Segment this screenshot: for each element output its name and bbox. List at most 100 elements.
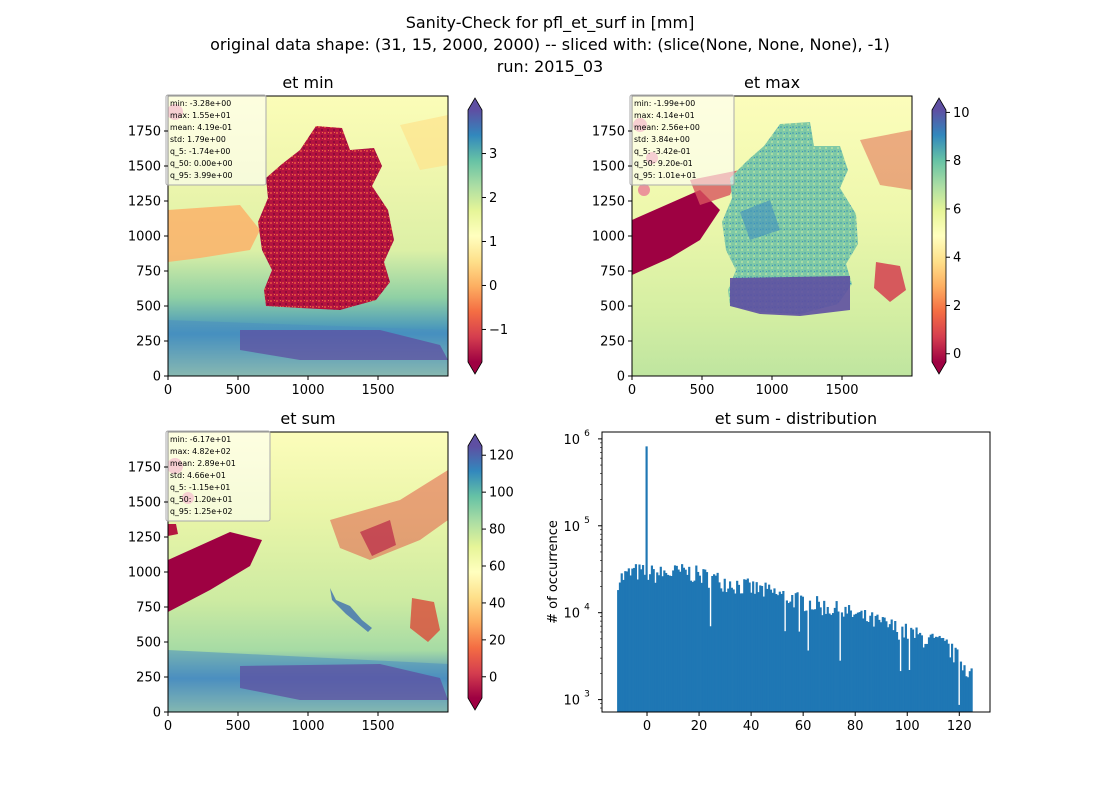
colorbar-gradient: [468, 110, 482, 362]
y-tick-label: 1250: [128, 195, 161, 210]
histogram-bar: [766, 588, 769, 712]
y-tick-label: 1000: [128, 230, 161, 245]
histogram-bar: [824, 613, 828, 712]
y-tick-label: 1250: [128, 531, 161, 546]
histogram-bar: [895, 632, 899, 712]
stat-line: max: 4.82e+02: [170, 447, 231, 456]
histogram-bar: [961, 670, 964, 712]
histogram-bar: [728, 581, 732, 712]
y-tick-label: 1750: [592, 125, 625, 140]
colorbar-gradient: [932, 110, 946, 362]
histogram-bar: [851, 616, 854, 712]
histogram-bar: [633, 567, 636, 712]
y-tick-exponent: 5: [584, 516, 590, 526]
histogram-bar: [741, 593, 744, 712]
histogram-bar: [959, 661, 963, 712]
et-sum-axes-ticks: 0 500 1000 1500 0 250 500 750 1000 1250 1500 1750: [128, 461, 395, 735]
histogram-bar: [736, 580, 739, 712]
x-tick-label: 20: [691, 719, 708, 734]
histogram-bar: [720, 588, 723, 712]
colorbar-tick-label: 80: [489, 523, 506, 538]
histogram-bar: [695, 565, 698, 712]
histogram-bar: [776, 595, 780, 712]
y-tick-label: 1500: [592, 160, 625, 175]
histogram-bar: [952, 662, 955, 712]
histogram-bar: [927, 637, 931, 712]
histogram-bar: [693, 580, 696, 712]
colorbar-tick-label: 20: [489, 633, 506, 648]
histogram-bar: [643, 574, 646, 712]
y-tick-label: 750: [136, 601, 161, 616]
histogram-bar: [645, 446, 648, 712]
x-tick-label: 1000: [755, 383, 788, 398]
histogram-bar: [688, 566, 691, 712]
histogram-bar: [897, 639, 900, 712]
histogram-bar: [768, 584, 771, 712]
histogram-bar: [926, 643, 929, 712]
histogram-bar: [625, 571, 629, 712]
stat-line: q_95: 1.25e+02: [170, 507, 233, 516]
histogram-bar: [876, 614, 879, 712]
colorbar-tick-label: 100: [489, 486, 514, 501]
et-max-stats-box: min: -1.99e+00 max: 4.14e+01 mean: 2.56e…: [629, 94, 735, 186]
stat-line: min: -3.28e+00: [170, 99, 231, 108]
histogram-bar: [732, 589, 735, 712]
histogram-bar: [656, 572, 659, 712]
stat-line: mean: 2.89e+01: [170, 459, 236, 468]
histogram-bar: [730, 587, 733, 712]
et-min-colorbar: −1 0 1 2 3: [467, 97, 508, 375]
histogram-bar: [950, 643, 954, 712]
stat-line: q_5: -1.15e+01: [170, 483, 230, 492]
histogram-bar: [840, 612, 844, 712]
histogram-bar: [691, 581, 694, 712]
histogram-bar: [911, 629, 915, 712]
histogram-bar: [885, 621, 888, 712]
histogram-bar: [938, 635, 941, 712]
histogram-bar: [641, 565, 645, 712]
histogram-bar: [828, 613, 831, 712]
histogram-bar: [812, 609, 815, 712]
histogram-bar: [842, 616, 845, 712]
et-sum-map: [168, 432, 448, 712]
histogram-bar: [665, 572, 668, 712]
histogram-bar: [704, 569, 707, 712]
histogram-bar: [810, 609, 813, 712]
stat-line: min: -6.17e+01: [170, 435, 231, 444]
histogram-bar: [913, 637, 916, 712]
histogram-bar: [657, 575, 661, 712]
histogram-bar: [682, 567, 685, 712]
colorbar-outline: [467, 97, 483, 375]
histogram-bar: [894, 621, 897, 712]
histogram-bar: [963, 665, 966, 712]
histogram-bar: [887, 627, 890, 712]
histogram-bar: [792, 607, 796, 712]
histogram-bar: [659, 566, 662, 712]
histogram-bar: [697, 571, 700, 712]
histogram-bar: [915, 627, 918, 712]
x-tick-label: 60: [795, 719, 812, 734]
histogram-bar: [899, 671, 902, 712]
colorbar-extend-max: [468, 434, 482, 446]
histogram-bar: [910, 627, 913, 712]
stat-line: min: -1.99e+00: [634, 99, 695, 108]
histogram-bar: [737, 584, 741, 712]
y-tick-label: 0: [153, 370, 161, 385]
sea-region-et-sum: [168, 532, 262, 612]
histogram-bar: [942, 637, 945, 712]
x-tick-label: 0: [628, 383, 636, 398]
histogram-bar: [681, 564, 684, 712]
histogram-bar: [949, 657, 952, 712]
histogram-bar: [620, 573, 623, 712]
x-tick-label: 0: [164, 719, 172, 734]
histogram-bar: [849, 610, 852, 712]
histogram-bar: [622, 579, 625, 712]
y-tick-label: 500: [600, 300, 625, 315]
histogram-bar: [698, 575, 701, 712]
histogram-bar: [819, 607, 822, 712]
x-tick-label: 500: [690, 383, 715, 398]
figure-subtitle: original data shape: (31, 15, 2000, 2000…: [210, 35, 890, 54]
histogram-bar: [727, 588, 730, 712]
y-tick-label: 0: [153, 706, 161, 721]
histogram-bar: [716, 572, 719, 712]
